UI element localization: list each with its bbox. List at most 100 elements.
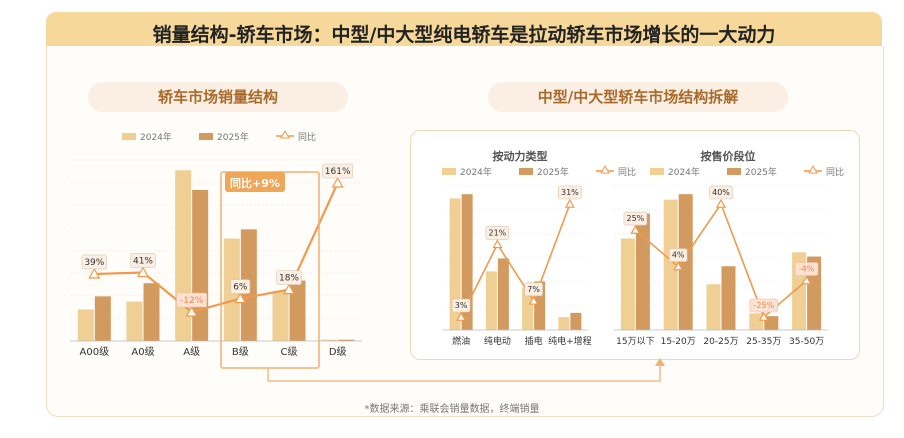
category-label-1-2: 插电 xyxy=(525,335,543,347)
yoy-label-0-1: 41% xyxy=(133,256,153,266)
yoy-marker-2-3 xyxy=(758,311,769,321)
legend-label-0-0: 2024年 xyxy=(140,131,172,143)
category-label-1-3: 纯电+增程 xyxy=(548,335,592,347)
legend-label-2-1: 2025年 xyxy=(745,166,777,178)
yoy-label-box-0-1 xyxy=(130,253,156,268)
power-type-subtitle: 按动力类型 xyxy=(492,150,548,163)
category-label-0-5: D级 xyxy=(329,346,347,358)
yoy-marker-0-4 xyxy=(282,283,296,295)
legend-label-2-2: 同比 xyxy=(826,166,844,178)
yoy-label-box-1-0 xyxy=(451,298,471,313)
category-label-1-0: 燃油 xyxy=(452,335,470,347)
bar-1-2025-0 xyxy=(461,194,473,330)
bar-0-2024-5 xyxy=(321,339,338,341)
yoy-marker-1-2 xyxy=(528,295,539,305)
yoy-marker-2-4 xyxy=(801,275,812,285)
category-label-0-3: B级 xyxy=(232,346,249,358)
legend-marker-1 xyxy=(600,164,610,174)
legend-swatch-2-0 xyxy=(650,168,664,175)
yoy-label-box-2-0 xyxy=(623,211,648,226)
callout-text: 同比+9% xyxy=(230,176,280,190)
legend-label-1-2: 同比 xyxy=(618,166,636,178)
bar-0-2025-0 xyxy=(94,296,111,341)
left-heading: 轿车市场销量结构 xyxy=(88,82,348,112)
yoy-label-1-1: 21% xyxy=(488,228,506,237)
yoy-label-1-2: 7% xyxy=(527,285,540,294)
legend-swatch-2-1 xyxy=(727,168,741,175)
yoy-label-box-0-5 xyxy=(322,163,354,179)
bar-1-2024-1 xyxy=(485,271,497,330)
yoy-marker-1-0 xyxy=(456,311,467,321)
bar-2-2024-0 xyxy=(620,238,635,330)
source-note: *数据来源：乘联会销量数据，终端销量 xyxy=(364,404,540,415)
bar-2-2024-2 xyxy=(706,284,721,330)
yoy-marker-0-1 xyxy=(136,266,150,278)
legend-label-0-2: 同比 xyxy=(298,131,316,143)
bar-0-2025-4 xyxy=(289,280,306,341)
category-label-0-1: A0级 xyxy=(131,346,154,358)
bar-1-2024-2 xyxy=(522,287,534,330)
legend-label-2-0: 2024年 xyxy=(668,166,700,178)
yoy-line-2 xyxy=(634,202,808,319)
callout-badge xyxy=(225,172,285,192)
yoy-label-box-1-1 xyxy=(485,226,510,240)
yoy-label-box-0-0 xyxy=(81,254,108,270)
bar-0-2025-5 xyxy=(338,339,355,341)
yoy-label-0-0: 39% xyxy=(84,258,104,268)
category-label-1-1: 纯电动 xyxy=(484,335,511,347)
bar-1-2025-3 xyxy=(570,312,582,330)
bar-2-2024-3 xyxy=(749,313,764,330)
bar-1-2025-1 xyxy=(497,258,509,330)
bar-0-2024-0 xyxy=(77,309,94,341)
yoy-marker-0-0 xyxy=(88,267,101,279)
yoy-label-box-0-3 xyxy=(230,279,251,294)
yoy-marker-1-1 xyxy=(492,239,503,249)
category-label-2-3: 25-35万 xyxy=(746,337,781,347)
yoy-marker-2-1 xyxy=(673,261,684,271)
bar-0-2024-1 xyxy=(126,301,143,341)
yoy-marker-2-0 xyxy=(630,224,641,234)
yoy-label-2-0: 25% xyxy=(627,214,645,223)
yoy-marker-2-2 xyxy=(715,198,727,208)
yoy-marker-1-3 xyxy=(564,198,575,208)
yoy-marker-0-3 xyxy=(234,292,247,304)
yoy-label-2-1: 4% xyxy=(672,251,685,260)
yoy-label-0-5: 161% xyxy=(325,167,351,177)
bar-1-2025-2 xyxy=(534,281,546,330)
yoy-label-2-3: -25% xyxy=(753,301,774,310)
yoy-label-box-1-2 xyxy=(524,282,543,297)
bar-2-2024-1 xyxy=(663,199,678,330)
yoy-marker-0-5 xyxy=(331,176,344,188)
bar-0-2024-4 xyxy=(272,291,289,341)
right-heading: 中型/中大型轿车市场结构拆解 xyxy=(488,82,788,112)
yoy-label-box-2-3 xyxy=(749,298,779,313)
breakdown-panel xyxy=(410,130,860,360)
bar-0-2025-1 xyxy=(143,283,160,341)
legend-label-0-1: 2025年 xyxy=(217,131,249,143)
bar-2-2025-0 xyxy=(635,213,650,330)
legend-swatch-0-1 xyxy=(199,133,213,140)
legend-swatch-1-0 xyxy=(442,168,456,175)
yoy-line-1 xyxy=(460,203,571,318)
legend-swatch-0-0 xyxy=(122,133,136,140)
category-label-2-1: 15-20万 xyxy=(661,337,696,347)
connector-line xyxy=(267,362,661,382)
legend-label-1-0: 2024年 xyxy=(460,166,492,178)
yoy-marker-0-2 xyxy=(185,305,198,317)
bar-2-2025-1 xyxy=(678,194,693,330)
legend-swatch-1-1 xyxy=(519,168,533,175)
category-label-0-2: A级 xyxy=(183,346,200,358)
yoy-label-box-2-4 xyxy=(794,262,819,276)
category-label-2-2: 20-25万 xyxy=(703,337,738,347)
legend-marker-2 xyxy=(808,164,818,174)
yoy-label-1-3: 31% xyxy=(561,188,579,197)
category-label-0-4: C级 xyxy=(281,346,298,358)
category-label-2-4: 35-50万 xyxy=(789,337,824,347)
yoy-label-2-2: 40% xyxy=(712,188,730,197)
yoy-label-box-2-1 xyxy=(668,248,688,262)
connector-arrow-icon xyxy=(655,358,665,366)
yoy-label-0-2: -12% xyxy=(180,296,204,306)
category-label-0-0: A00级 xyxy=(80,346,110,358)
yoy-label-0-3: 6% xyxy=(233,283,248,293)
